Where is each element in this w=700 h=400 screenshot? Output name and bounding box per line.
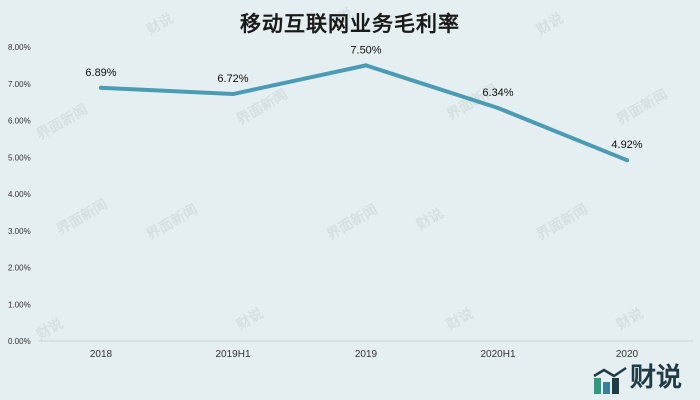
logo-text: 财说 [629,363,682,393]
y-tick-label: 3.00% [8,227,31,236]
watermark: 财说 [613,305,647,334]
x-tick-label: 2018 [90,349,113,360]
data-point [364,63,368,68]
x-tick-label: 2019 [355,349,378,360]
watermark: 财说 [443,305,477,334]
y-tick-label: 1.00% [8,300,31,309]
data-label: 7.50% [350,44,381,56]
y-tick-label: 0.00% [8,337,31,346]
watermark: 财说 [413,205,447,234]
watermark: 界面新闻 [34,101,91,144]
watermark: 财说 [323,5,357,34]
data-point [625,158,629,163]
x-tick-label: 2019H1 [215,349,250,360]
watermark: 财说 [533,10,567,39]
watermark: 财说 [33,315,67,344]
data-label: 4.92% [611,139,642,151]
x-tick-label: 2020H1 [480,349,515,360]
data-label: 6.72% [217,73,248,85]
data-label: 6.34% [482,87,513,99]
watermark: 界面新闻 [324,201,381,244]
watermark: 界面新闻 [144,201,201,244]
y-tick-label: 5.00% [8,153,31,162]
watermark: 财说 [233,305,267,334]
watermark: 界面新闻 [534,201,591,244]
caishuo-logo: 财说 [592,357,682,394]
watermark: 界面新闻 [54,196,111,239]
data-point [231,92,235,97]
data-point [496,106,500,111]
y-tick-label: 2.00% [8,264,31,273]
chart-title: 移动互联网业务毛利率 [240,12,460,36]
x-tick-label: 2020 [616,349,639,360]
y-tick-label: 6.00% [8,117,31,126]
y-tick-label: 4.00% [8,190,31,199]
watermark: 界面新闻 [614,86,671,129]
watermark: 财说 [143,10,177,39]
data-label: 6.89% [85,67,116,79]
logo-chart-icon [593,366,627,394]
y-tick-label: 7.00% [8,80,31,89]
series-line [99,63,629,163]
y-tick-label: 8.00% [8,43,31,52]
data-point [99,85,103,90]
